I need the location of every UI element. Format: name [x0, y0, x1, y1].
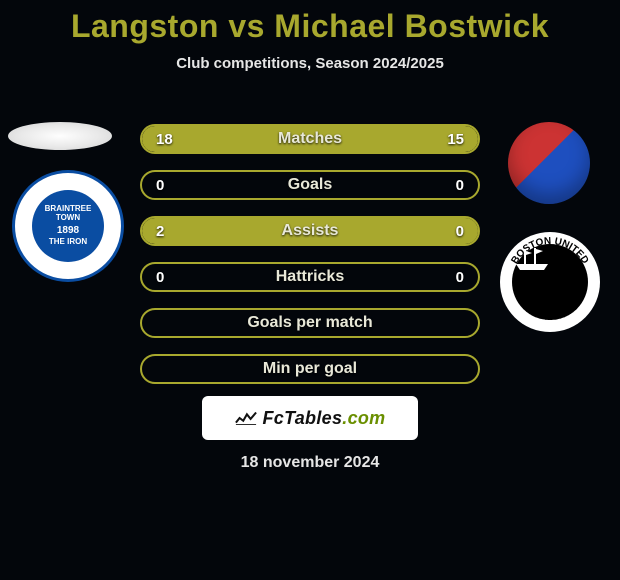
footer-brand-pill: FcTables.com [202, 396, 418, 440]
stat-label: Min per goal [263, 360, 357, 378]
stat-label: Goals per match [247, 314, 372, 332]
footer-brand-main: Tables [284, 408, 342, 428]
stat-bars: 18 15 Matches 0 0 Goals 2 0 Assists 0 0 Hattricks Go… [140, 124, 480, 400]
club-badge-left-year: 1898 [32, 225, 104, 236]
stat-bar: Goals per match [140, 308, 480, 338]
stat-value-right: 0 [456, 264, 464, 290]
footer-brand-text: FcTables.com [263, 408, 386, 429]
stat-bar: Min per goal [140, 354, 480, 384]
club-badge-left: BRAINTREE TOWN 1898 THE IRON [18, 176, 118, 276]
club-badge-left-sub: THE IRON [32, 238, 104, 247]
footer-date: 18 november 2024 [0, 454, 620, 472]
stat-bar: 18 15 Matches [140, 124, 480, 154]
avatar-left [8, 122, 112, 150]
stat-value-right: 15 [447, 126, 464, 152]
stat-value-right: 0 [456, 172, 464, 198]
club-badge-left-name: BRAINTREE TOWN [32, 205, 104, 223]
stat-label: Assists [282, 222, 339, 240]
stat-value-left: 0 [156, 172, 164, 198]
spark-icon [235, 410, 257, 426]
club-badge-right: BOSTON UNITED THE PILGRIMS [500, 232, 600, 332]
stat-bar: 2 0 Assists [140, 216, 480, 246]
stat-value-right: 0 [456, 218, 464, 244]
page-title: Langston vs Michael Bostwick [0, 0, 620, 45]
footer-brand-suffix: .com [342, 408, 385, 428]
avatar-right [508, 122, 590, 204]
stat-bar: 0 0 Hattricks [140, 262, 480, 292]
stat-label: Goals [288, 176, 332, 194]
stat-value-left: 0 [156, 264, 164, 290]
stat-bar: 0 0 Goals [140, 170, 480, 200]
stat-value-left: 2 [156, 218, 164, 244]
page-subtitle: Club competitions, Season 2024/2025 [0, 55, 620, 72]
stat-label: Matches [278, 130, 342, 148]
stat-value-left: 18 [156, 126, 173, 152]
footer-brand-prefix: Fc [263, 408, 285, 428]
stat-label: Hattricks [276, 268, 344, 286]
